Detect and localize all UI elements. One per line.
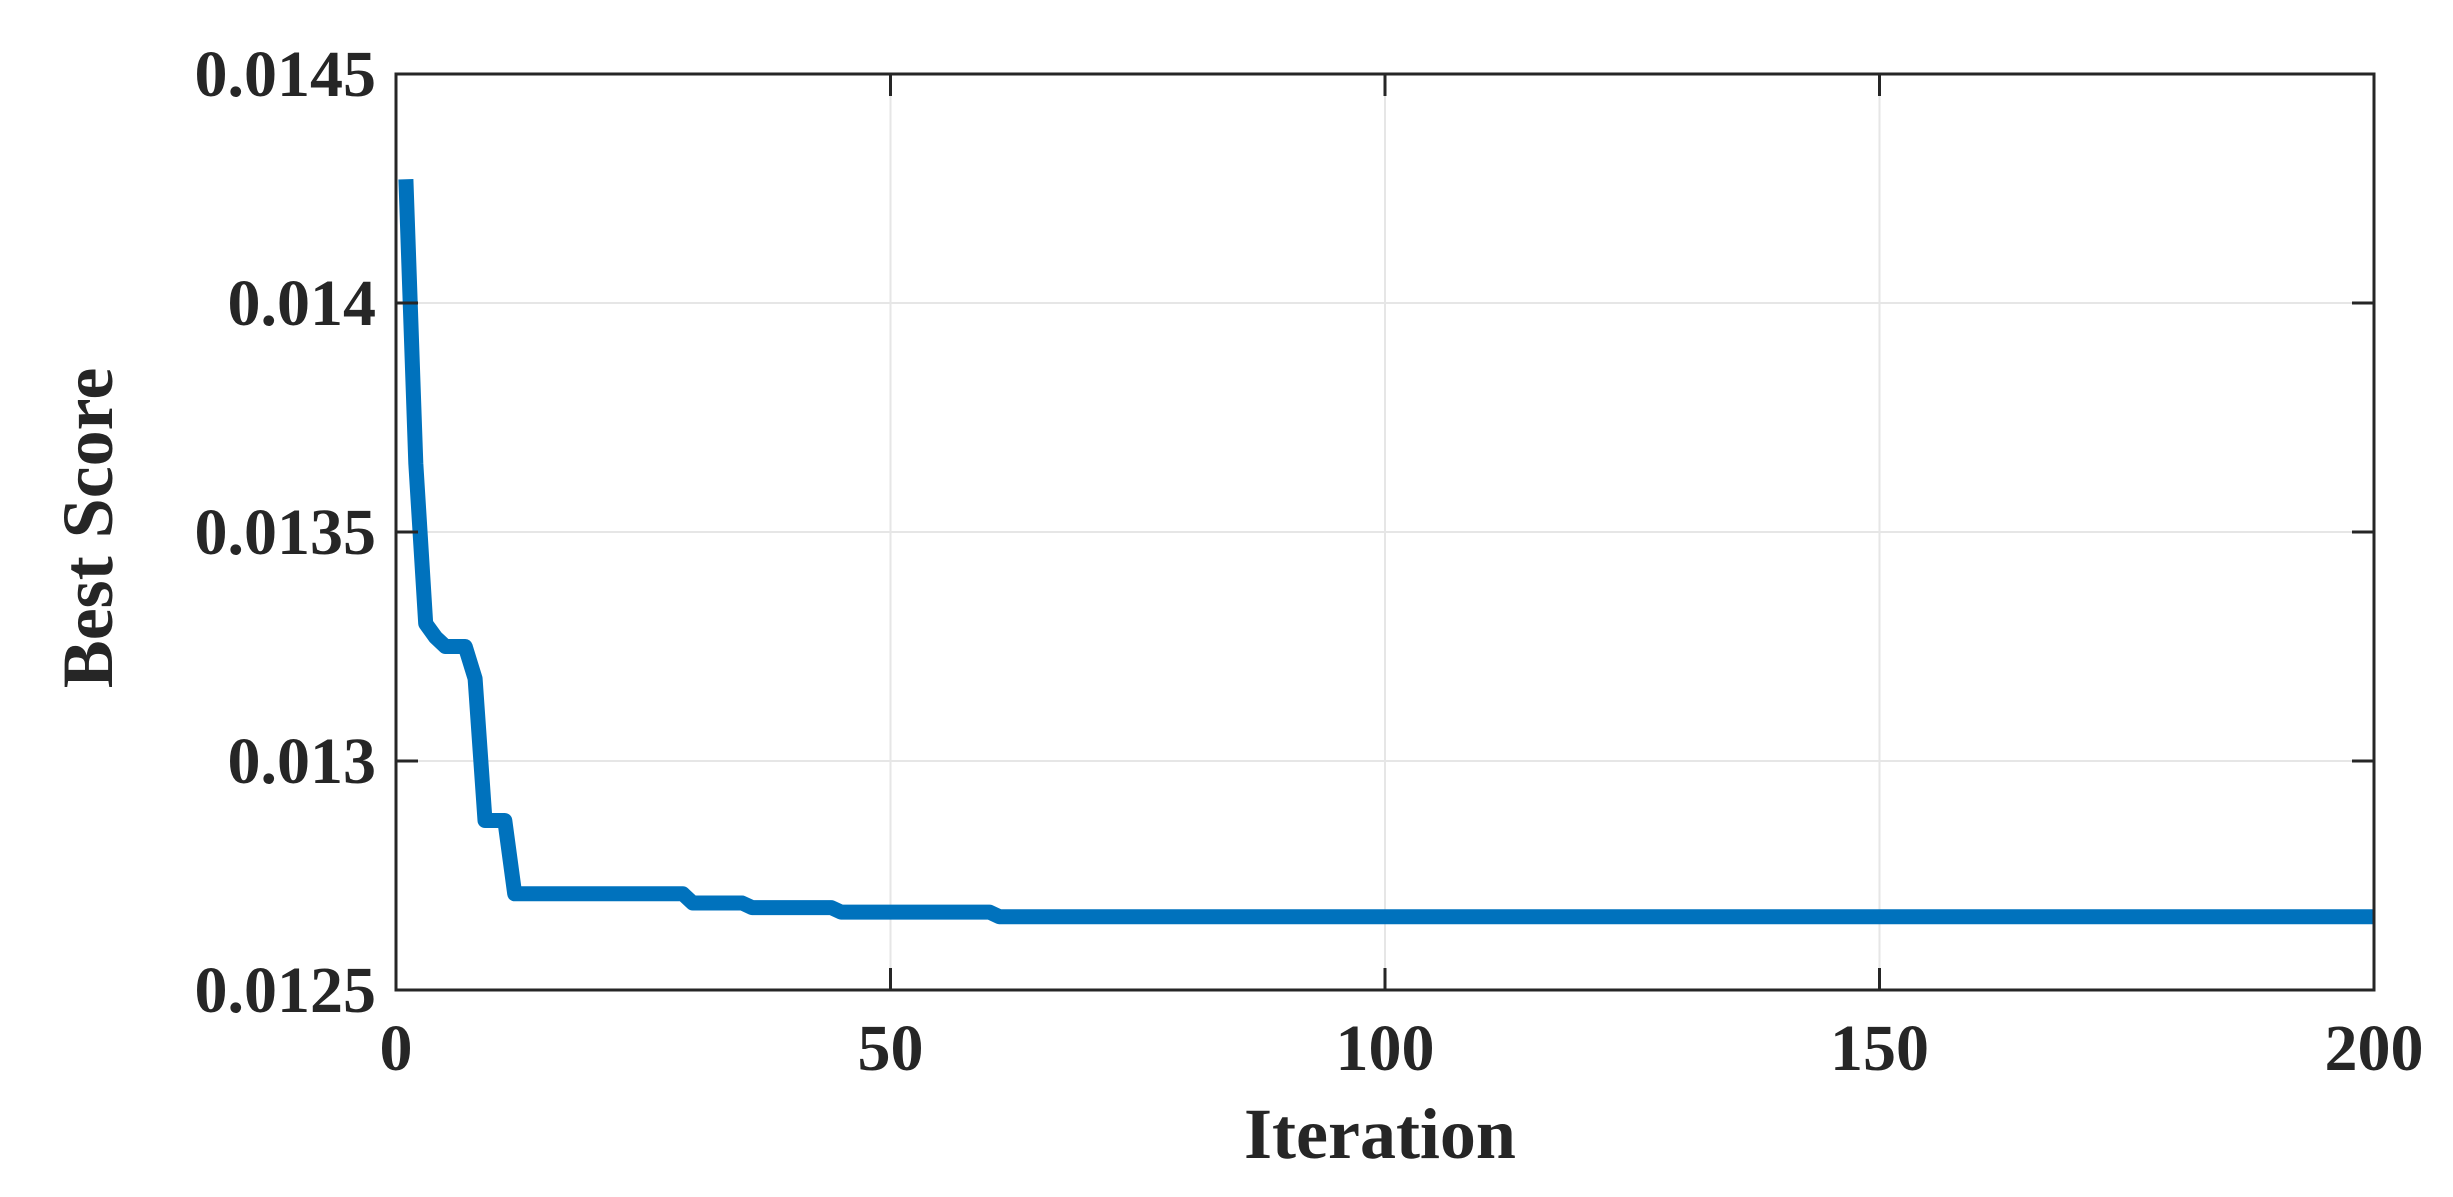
y-tick-label: 0.0125 [195, 954, 377, 1027]
ticks [394, 72, 2376, 992]
x-tick-label: 100 [1336, 1012, 1435, 1085]
x-tick-label: 150 [1830, 1012, 1929, 1085]
x-tick-label: 0 [380, 1012, 413, 1085]
y-tick-label: 0.0145 [195, 38, 377, 111]
grid [396, 74, 2374, 990]
y-tick-label: 0.0135 [195, 496, 377, 569]
x-axis-label: Iteration [1244, 1094, 1516, 1174]
x-tick-label: 50 [858, 1012, 924, 1085]
x-tick-label: 200 [2325, 1012, 2424, 1085]
series-line-1 [398, 179, 2374, 925]
y-tick-label: 0.014 [228, 267, 377, 340]
y-axis-label: Best Score [48, 368, 128, 689]
y-tick-label: 0.013 [228, 725, 377, 798]
series-layer [398, 179, 2374, 925]
tick-labels: 0 50 100 150 200 0.0125 0.013 0.0135 0.014 0.0145 [195, 38, 2424, 1085]
